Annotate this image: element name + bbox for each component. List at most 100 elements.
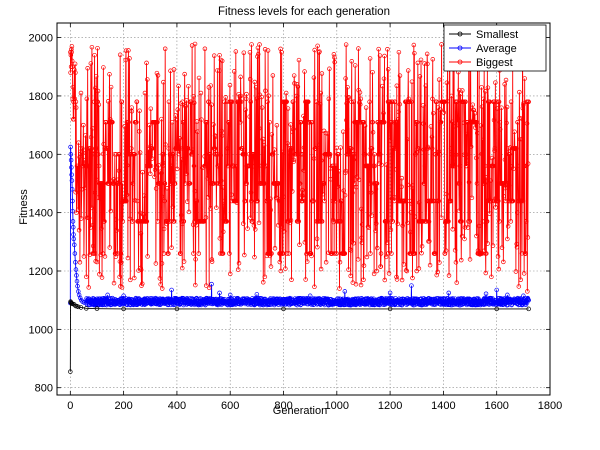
data-point-biggest bbox=[260, 136, 266, 142]
data-point-average bbox=[68, 157, 74, 163]
data-point-biggest bbox=[142, 193, 147, 198]
data-point-biggest bbox=[516, 284, 522, 289]
data-point-average bbox=[505, 292, 510, 298]
legend: Smallest Average Biggest bbox=[443, 24, 547, 72]
data-point-biggest bbox=[437, 152, 442, 157]
data-point-biggest bbox=[407, 198, 412, 204]
data-point-biggest bbox=[84, 215, 90, 220]
data-point-biggest bbox=[219, 133, 225, 138]
data-point-biggest bbox=[347, 247, 353, 252]
data-point-biggest bbox=[190, 147, 196, 153]
data-point-biggest bbox=[465, 158, 471, 163]
data-point-biggest bbox=[351, 152, 357, 157]
data-point-biggest bbox=[356, 177, 362, 183]
data-point-biggest bbox=[501, 194, 506, 199]
data-point-biggest bbox=[134, 99, 140, 105]
data-point-biggest bbox=[395, 119, 400, 125]
data-point-biggest bbox=[404, 137, 410, 142]
data-point-biggest bbox=[123, 57, 128, 63]
data-point-biggest bbox=[415, 60, 421, 66]
data-point-biggest bbox=[449, 93, 454, 99]
data-point-biggest bbox=[150, 146, 155, 151]
data-point-biggest bbox=[296, 219, 301, 224]
data-point-biggest bbox=[126, 48, 131, 53]
data-point-biggest bbox=[169, 119, 175, 125]
data-point-biggest bbox=[434, 99, 439, 105]
data-point-biggest bbox=[359, 235, 364, 240]
data-point-biggest bbox=[217, 68, 222, 73]
data-point-biggest bbox=[68, 70, 73, 75]
data-point-biggest bbox=[301, 113, 306, 119]
data-point-biggest bbox=[374, 221, 379, 226]
data-point-biggest bbox=[455, 116, 461, 121]
data-point-biggest bbox=[93, 74, 99, 79]
data-point-biggest bbox=[154, 70, 160, 76]
data-point-biggest bbox=[399, 184, 404, 189]
data-point-biggest bbox=[368, 251, 373, 256]
data-point-biggest bbox=[256, 137, 261, 142]
data-point-average bbox=[229, 296, 235, 302]
data-point-biggest bbox=[468, 144, 474, 149]
y-tick-label: 1200 bbox=[29, 266, 53, 278]
series-average bbox=[68, 144, 531, 308]
data-point-biggest bbox=[181, 219, 187, 224]
data-point-biggest bbox=[92, 52, 97, 58]
data-point-biggest bbox=[394, 277, 400, 282]
data-point-biggest bbox=[162, 46, 168, 51]
data-point-biggest bbox=[318, 90, 324, 96]
data-point-biggest bbox=[526, 99, 531, 105]
data-point-biggest bbox=[346, 94, 352, 100]
data-point-biggest bbox=[178, 251, 183, 256]
data-point-biggest bbox=[484, 251, 489, 256]
data-point-average bbox=[74, 273, 79, 278]
data-point-biggest bbox=[73, 189, 78, 195]
data-point-biggest bbox=[182, 119, 187, 125]
data-point-biggest bbox=[337, 259, 343, 265]
data-point-biggest bbox=[343, 76, 348, 81]
data-point-biggest bbox=[403, 268, 409, 273]
data-point-biggest bbox=[366, 225, 372, 230]
data-point-biggest bbox=[300, 187, 305, 193]
data-point-biggest bbox=[77, 260, 83, 265]
data-point-biggest bbox=[348, 146, 354, 151]
data-point-biggest bbox=[336, 152, 341, 157]
data-point-biggest bbox=[181, 259, 187, 264]
data-point-biggest bbox=[257, 42, 262, 47]
data-point-biggest bbox=[471, 107, 477, 113]
data-point-biggest bbox=[165, 219, 170, 224]
data-point-biggest bbox=[349, 99, 354, 105]
data-point-biggest bbox=[279, 198, 284, 203]
data-point-biggest bbox=[113, 217, 119, 222]
data-point-biggest bbox=[160, 163, 166, 168]
data-point-biggest bbox=[452, 247, 458, 253]
data-point-biggest bbox=[247, 163, 252, 169]
data-point-biggest bbox=[173, 113, 178, 118]
data-point-biggest bbox=[257, 126, 262, 131]
data-point-biggest bbox=[88, 134, 94, 140]
data-point-biggest bbox=[489, 155, 495, 161]
data-point-biggest bbox=[501, 259, 506, 265]
data-point-biggest bbox=[340, 129, 346, 134]
data-point-biggest bbox=[100, 251, 106, 256]
data-point-biggest bbox=[94, 177, 99, 182]
data-point-biggest bbox=[177, 146, 182, 151]
data-point-biggest bbox=[227, 82, 233, 88]
data-point-biggest bbox=[196, 251, 202, 256]
data-point-biggest bbox=[227, 251, 232, 256]
data-point-biggest bbox=[435, 269, 441, 275]
data-point-biggest bbox=[300, 152, 306, 157]
data-point-biggest bbox=[470, 102, 475, 107]
data-point-biggest bbox=[513, 269, 519, 274]
data-point-biggest bbox=[191, 93, 196, 99]
data-point-biggest bbox=[220, 185, 226, 190]
data-point-biggest bbox=[520, 137, 525, 142]
data-point-biggest bbox=[291, 157, 297, 163]
data-point-biggest bbox=[410, 186, 416, 191]
data-point-biggest bbox=[497, 119, 503, 125]
data-point-biggest bbox=[107, 245, 113, 250]
data-point-biggest bbox=[457, 181, 462, 186]
data-point-biggest bbox=[407, 99, 412, 105]
data-point-biggest bbox=[242, 198, 248, 204]
data-point-biggest bbox=[304, 259, 310, 264]
